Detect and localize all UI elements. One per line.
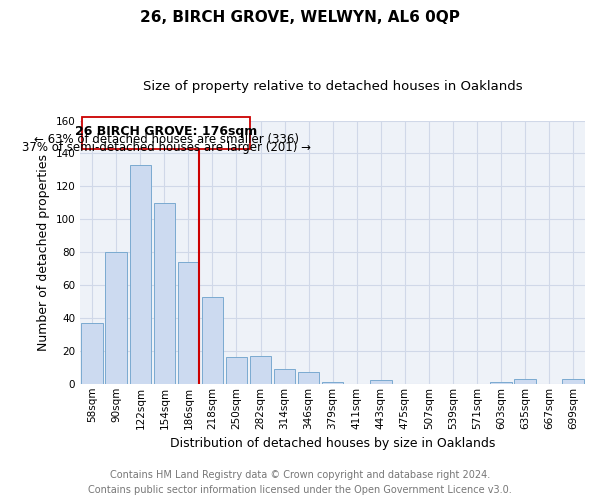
Text: 26, BIRCH GROVE, WELWYN, AL6 0QP: 26, BIRCH GROVE, WELWYN, AL6 0QP — [140, 10, 460, 25]
Bar — [322, 382, 343, 384]
Title: Size of property relative to detached houses in Oaklands: Size of property relative to detached ho… — [143, 80, 523, 93]
Bar — [202, 296, 223, 384]
Bar — [226, 358, 247, 384]
Bar — [298, 372, 319, 384]
Bar — [154, 203, 175, 384]
Text: 26 BIRCH GROVE: 176sqm: 26 BIRCH GROVE: 176sqm — [75, 124, 257, 138]
Bar — [82, 323, 103, 384]
Bar — [274, 369, 295, 384]
Bar — [82, 118, 250, 148]
Y-axis label: Number of detached properties: Number of detached properties — [37, 154, 50, 350]
Bar — [250, 356, 271, 384]
Bar — [562, 379, 584, 384]
Bar — [370, 380, 392, 384]
Bar — [490, 382, 512, 384]
Bar — [106, 252, 127, 384]
Bar — [130, 165, 151, 384]
X-axis label: Distribution of detached houses by size in Oaklands: Distribution of detached houses by size … — [170, 437, 496, 450]
Text: ← 63% of detached houses are smaller (336): ← 63% of detached houses are smaller (33… — [34, 133, 299, 146]
Text: Contains HM Land Registry data © Crown copyright and database right 2024.
Contai: Contains HM Land Registry data © Crown c… — [88, 470, 512, 495]
Text: 37% of semi-detached houses are larger (201) →: 37% of semi-detached houses are larger (… — [22, 141, 311, 154]
Bar — [178, 262, 199, 384]
Bar — [514, 379, 536, 384]
